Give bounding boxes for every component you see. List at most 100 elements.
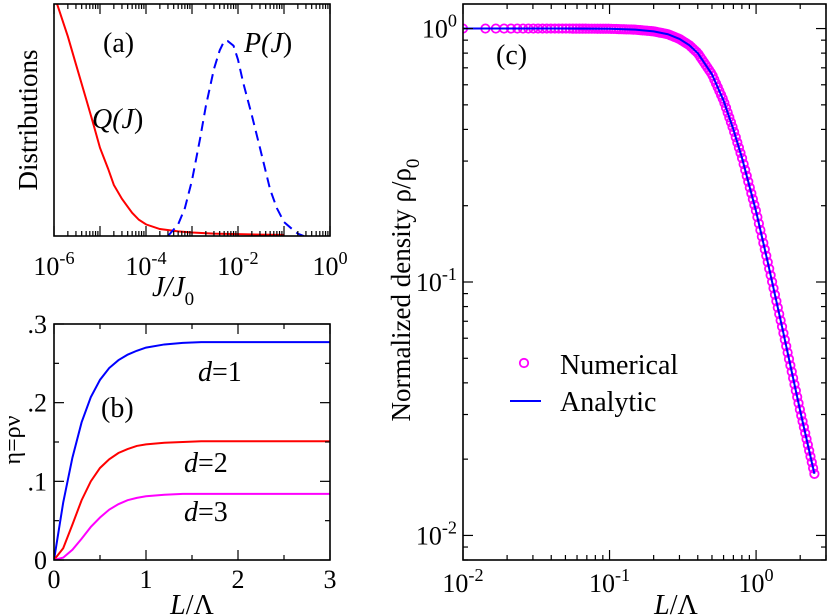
numerical-point xyxy=(727,121,738,133)
curve-label-d3: d=3 xyxy=(184,497,228,528)
numerical-point xyxy=(738,159,749,170)
series-label-q: Q(J) xyxy=(92,104,143,135)
panel-a-xlabel-sub: 0 xyxy=(185,289,195,310)
numerical-point xyxy=(746,188,757,199)
numerical-point xyxy=(722,107,733,118)
panel-a-xtick-label-base: 10 xyxy=(125,252,151,281)
panel-c-xlabel-rest: /Λ xyxy=(670,590,699,616)
legend-analytic-label: Analytic xyxy=(560,387,656,418)
panel-c-xtick-label-base: 10 xyxy=(739,569,765,598)
curve-label-d3-var: d xyxy=(184,497,199,528)
legend-numerical-label: Numerical xyxy=(560,350,678,381)
panel-c-ytick-label: 10-2 xyxy=(416,518,457,551)
panel-a-ylabel: Distributions xyxy=(13,49,43,190)
panel-c-ytick-label-exp: 0 xyxy=(448,11,457,31)
panel-b-ticks: 0 1 2 3 0 .1 .2 .3 xyxy=(28,310,337,594)
panel-a-xtick-label-base: 10 xyxy=(33,252,59,281)
panel-a-label: (a) xyxy=(103,28,134,59)
panel-c-series xyxy=(463,23,820,479)
legend-numerical-marker xyxy=(518,357,530,369)
panel-b-ytick-label: .1 xyxy=(28,467,48,496)
panel-a-xtick-label-exp: -6 xyxy=(59,248,74,268)
panel-a-xtick-label: 10-2 xyxy=(217,248,258,281)
series-label-p-end: ) xyxy=(283,28,292,59)
numerical-point xyxy=(730,132,741,143)
curve-label-d1: d=1 xyxy=(198,357,242,388)
curve-label-d1-var: d xyxy=(198,357,213,388)
panel-b-xtick-label: 0 xyxy=(48,565,61,594)
panel-b-ytick-label: .2 xyxy=(28,389,48,418)
panel-a-xtick-label: 10-4 xyxy=(125,248,166,281)
numerical-point xyxy=(720,102,732,113)
panel-c-ytick-label-exp: -1 xyxy=(442,264,457,284)
curve-d3 xyxy=(54,492,330,560)
panel-b-ytick-label: 0 xyxy=(34,546,47,575)
numerical-point xyxy=(733,142,745,153)
curve-label-d2-rest: =2 xyxy=(198,448,228,479)
panel-c-ylabel-sub: 0 xyxy=(403,159,424,169)
numerical-point xyxy=(735,147,746,159)
numerical-point xyxy=(719,97,730,109)
panel-c-xtick-label: 10-2 xyxy=(442,565,483,598)
panel-b: 0 1 2 30.1.2.3 (b) η=ρν d=1 d=2 d=3 L/Λ xyxy=(0,310,337,616)
panel-c-ytick-label: 10-1 xyxy=(416,264,457,297)
panel-a-xtick-label-exp: -4 xyxy=(151,248,166,268)
curve-d1 xyxy=(54,341,330,560)
numerical-point xyxy=(741,170,752,182)
panel-b-xlabel: L/Λ xyxy=(169,590,214,616)
panel-b-label: (b) xyxy=(101,393,134,424)
series-label-q-var: J xyxy=(122,104,136,135)
panel-c-ytick-label-base: 10 xyxy=(422,15,448,44)
panel-a-xlabel: J/J0 xyxy=(152,272,194,310)
panel-c-xtick-label-exp: 0 xyxy=(765,565,774,585)
panel-c-xtick-label-exp: -2 xyxy=(468,565,483,585)
panel-c-ytick-label-exp: -2 xyxy=(442,518,457,538)
panel-a-xtick-label-exp: 0 xyxy=(338,248,347,268)
numerical-point xyxy=(743,176,754,187)
panel-b-series xyxy=(54,341,330,560)
series-label-q-main: Q( xyxy=(92,104,123,135)
numerical-point xyxy=(732,137,743,148)
panel-c-xlabel-var: L xyxy=(653,590,670,616)
curve-d2 xyxy=(54,440,330,560)
panel-c-xtick-label-base: 10 xyxy=(442,569,468,598)
panel-b-xtick-label: 3 xyxy=(324,565,337,594)
numerical-point xyxy=(736,153,748,164)
panel-b-xtick-label: 2 xyxy=(232,565,245,594)
numerical-point xyxy=(724,112,735,123)
numerical-point xyxy=(725,117,737,128)
panel-a-ticks: 10-6 10-4 10-2 100 xyxy=(33,4,348,281)
curve-label-d3-rest: =3 xyxy=(198,497,228,528)
panel-c-xtick-label-exp: -1 xyxy=(615,565,630,585)
panel-c-ylabel: Normalized density ρ/ρ0 xyxy=(386,159,424,422)
numerical-point xyxy=(740,164,751,176)
panel-a-xtick-label-base: 10 xyxy=(312,252,338,281)
series-label-p-main: P( xyxy=(243,28,272,59)
panel-b-xlabel-rest: /Λ xyxy=(186,590,215,616)
panel-c-label: (c) xyxy=(496,40,527,71)
panel-a-xtick-label: 10-6 xyxy=(33,248,74,281)
panel-c-xlabel: L/Λ xyxy=(653,590,698,616)
panel-c-ytick-label-base: 10 xyxy=(416,521,442,550)
panel-a-xtick-label-exp: -2 xyxy=(243,248,258,268)
series-label-p: P(J) xyxy=(243,28,292,59)
legend: Numerical Analytic xyxy=(510,350,678,418)
analytic-curve xyxy=(463,27,816,475)
panel-b-xtick-label: 1 xyxy=(140,565,153,594)
panel-a-xtick-label: 100 xyxy=(312,248,347,281)
series-line-p xyxy=(167,40,305,236)
numerical-point xyxy=(747,194,758,205)
panel-c-xtick-label-base: 10 xyxy=(589,569,615,598)
panel-c-xtick-label: 10-1 xyxy=(589,565,630,598)
panel-c-ylabel-main: Normalized density ρ/ρ xyxy=(386,168,416,421)
numerical-point xyxy=(749,199,760,210)
panel-c-ytick-label: 100 xyxy=(422,11,457,44)
panel-b-ylabel: η=ρν xyxy=(0,415,26,464)
panel-a-xlabel-main: J/J xyxy=(152,272,186,303)
series-label-p-var: J xyxy=(270,28,284,59)
panel-a: 10-6 10-4 10-2 100 (a) Distributions Q(J) P… xyxy=(13,3,348,310)
panel-c-xtick-label: 100 xyxy=(739,565,774,598)
